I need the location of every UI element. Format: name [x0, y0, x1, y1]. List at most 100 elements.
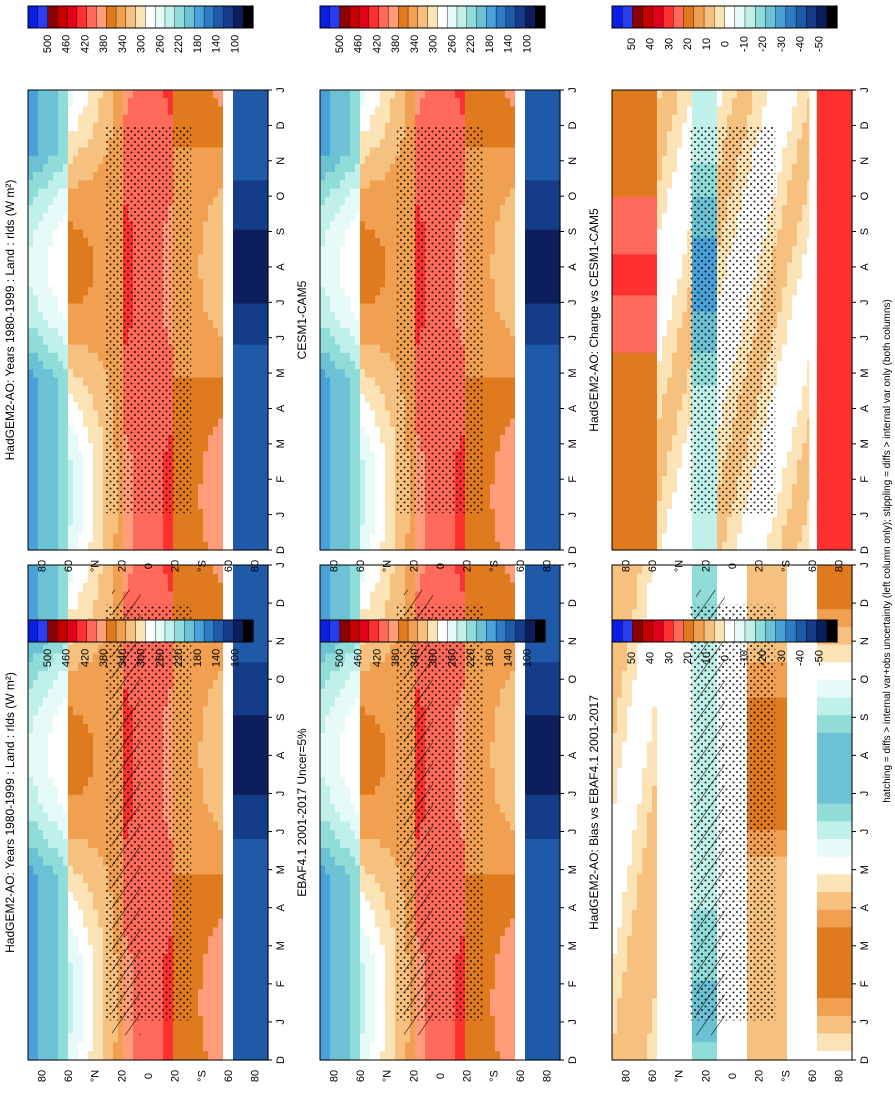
heatmap-cell — [78, 918, 84, 929]
heatmap-cell — [233, 768, 239, 778]
heatmap-cell — [58, 644, 64, 654]
heatmap-cell — [58, 393, 64, 403]
heatmap-cell — [58, 237, 64, 247]
heatmap-cell — [113, 582, 119, 593]
heatmap-cell — [68, 803, 74, 814]
heatmap-cell — [78, 246, 84, 255]
heatmap-cell — [248, 865, 254, 875]
heatmap-cell — [93, 936, 99, 946]
heatmap-cell — [73, 385, 79, 395]
heatmap-cell — [83, 295, 89, 305]
heatmap-cell — [88, 989, 94, 999]
heatmap-cell — [28, 1015, 34, 1026]
heatmap-cell — [78, 936, 84, 946]
heatmap-cell — [68, 936, 74, 946]
heatmap-cell — [48, 803, 54, 814]
heatmap-cell — [98, 679, 104, 690]
heatmap-cell — [248, 989, 254, 999]
heatmap-cell — [188, 90, 194, 99]
heatmap-cell — [43, 1006, 49, 1017]
heatmap-cell — [248, 1042, 254, 1052]
heatmap-cell — [43, 671, 49, 681]
heatmap-cell — [133, 1033, 139, 1043]
heatmap-cell — [198, 794, 204, 805]
heatmap-cell — [53, 213, 59, 223]
heatmap-cell — [213, 344, 219, 354]
heatmap-cell — [33, 139, 39, 149]
heatmap-cell — [253, 653, 259, 663]
heatmap-cell — [213, 98, 219, 108]
heatmap-cell — [38, 328, 44, 338]
heatmap-cell — [208, 785, 214, 796]
heatmap-cell — [73, 352, 79, 362]
heatmap-cell — [173, 517, 179, 526]
heatmap-cell — [63, 98, 69, 108]
heatmap-cell — [93, 688, 99, 699]
heatmap-cell — [263, 626, 269, 637]
heatmap-cell — [208, 410, 214, 420]
heatmap-cell — [208, 435, 214, 444]
heatmap-cell — [48, 131, 54, 140]
heatmap-cell — [28, 205, 34, 214]
heatmap-cell — [153, 1024, 159, 1035]
heatmap-cell — [208, 653, 214, 663]
heatmap-cell — [28, 1006, 34, 1017]
heatmap-cell — [253, 856, 259, 867]
heatmap-cell — [63, 246, 69, 255]
heatmap-cell — [88, 768, 94, 778]
heatmap-cell — [93, 565, 99, 575]
heatmap-cell — [138, 1051, 144, 1061]
heatmap-cell — [243, 900, 249, 911]
heatmap-cell — [213, 205, 219, 214]
heatmap-cell — [203, 451, 209, 461]
heatmap-cell — [213, 295, 219, 305]
heatmap-cell — [38, 467, 44, 477]
heatmap-cell — [73, 196, 79, 206]
heatmap-cell — [43, 688, 49, 699]
heatmap-cell — [53, 1042, 59, 1052]
heatmap-cell — [48, 98, 54, 108]
heatmap-cell — [48, 715, 54, 725]
heatmap-cell — [93, 803, 99, 814]
heatmap-cell — [208, 139, 214, 149]
heatmap-cell — [198, 900, 204, 911]
heatmap-cell — [248, 600, 254, 610]
heatmap-cell — [83, 1015, 89, 1026]
heatmap-cell — [58, 385, 64, 395]
heatmap-cell — [33, 909, 39, 920]
heatmap-cell — [43, 525, 49, 535]
heatmap-cell — [208, 262, 214, 272]
heatmap-cell — [53, 525, 59, 535]
heatmap-cell — [118, 1042, 124, 1052]
heatmap-cell — [48, 295, 54, 305]
heatmap-cell — [198, 715, 204, 725]
heatmap-cell — [263, 1024, 269, 1035]
heatmap-cell — [253, 821, 259, 831]
heatmap-cell — [38, 847, 44, 858]
heatmap-cell — [83, 839, 89, 849]
heatmap-cell — [198, 410, 204, 420]
heatmap-cell — [183, 591, 189, 601]
heatmap-cell — [198, 591, 204, 601]
heatmap-cell — [203, 377, 209, 387]
heatmap-cell — [123, 533, 129, 543]
heatmap-cell — [53, 328, 59, 338]
heatmap-cell — [93, 525, 99, 535]
heatmap-cell — [208, 971, 214, 982]
heatmap-cell — [28, 122, 34, 132]
heatmap-cell — [93, 1015, 99, 1026]
heatmap-cell — [203, 508, 209, 518]
heatmap-cell — [38, 936, 44, 946]
heatmap-cell — [48, 377, 54, 387]
heatmap-cell — [198, 971, 204, 982]
heatmap-cell — [253, 618, 259, 628]
heatmap-cell — [73, 492, 79, 502]
heatmap-cell — [58, 688, 64, 699]
heatmap-cell — [88, 653, 94, 663]
heatmap-cell — [68, 98, 74, 108]
heatmap-cell — [148, 106, 154, 116]
heatmap-cell — [48, 180, 54, 190]
heatmap-cell — [218, 662, 224, 672]
heatmap-cell — [233, 936, 239, 946]
heatmap-cell — [218, 945, 224, 955]
